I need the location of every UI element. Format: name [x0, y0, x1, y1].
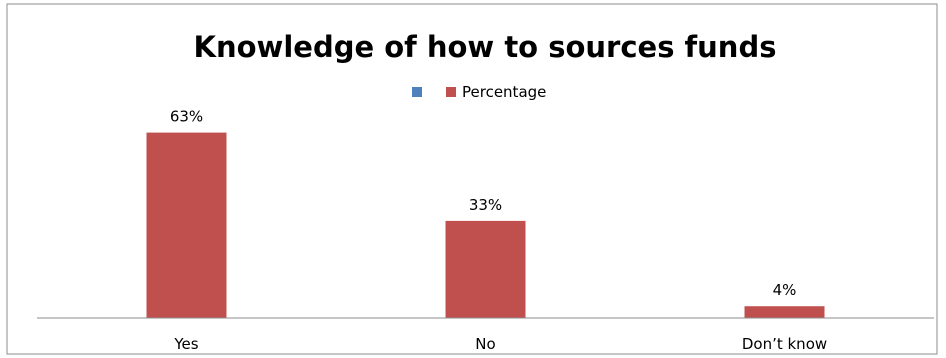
x-tick-label-2: No	[475, 335, 495, 353]
bar-2	[445, 220, 526, 318]
x-tick-label-3: Don’t know	[742, 335, 827, 353]
chart-title: Knowledge of how to sources funds	[194, 30, 777, 64]
legend-swatch-series-2	[446, 87, 456, 97]
bar-1	[146, 132, 227, 318]
legend-swatch-series-1	[412, 87, 422, 97]
data-label-3: 4%	[773, 281, 797, 299]
legend: Percentage	[412, 83, 546, 101]
x-tick-label-1: Yes	[173, 335, 198, 353]
legend-label-percentage: Percentage	[462, 83, 546, 101]
plot-area: 63% Yes 33% No 4% Don’t know	[146, 108, 827, 353]
bar-3	[744, 306, 825, 318]
data-label-1: 63%	[170, 108, 203, 126]
data-label-2: 33%	[469, 196, 502, 214]
